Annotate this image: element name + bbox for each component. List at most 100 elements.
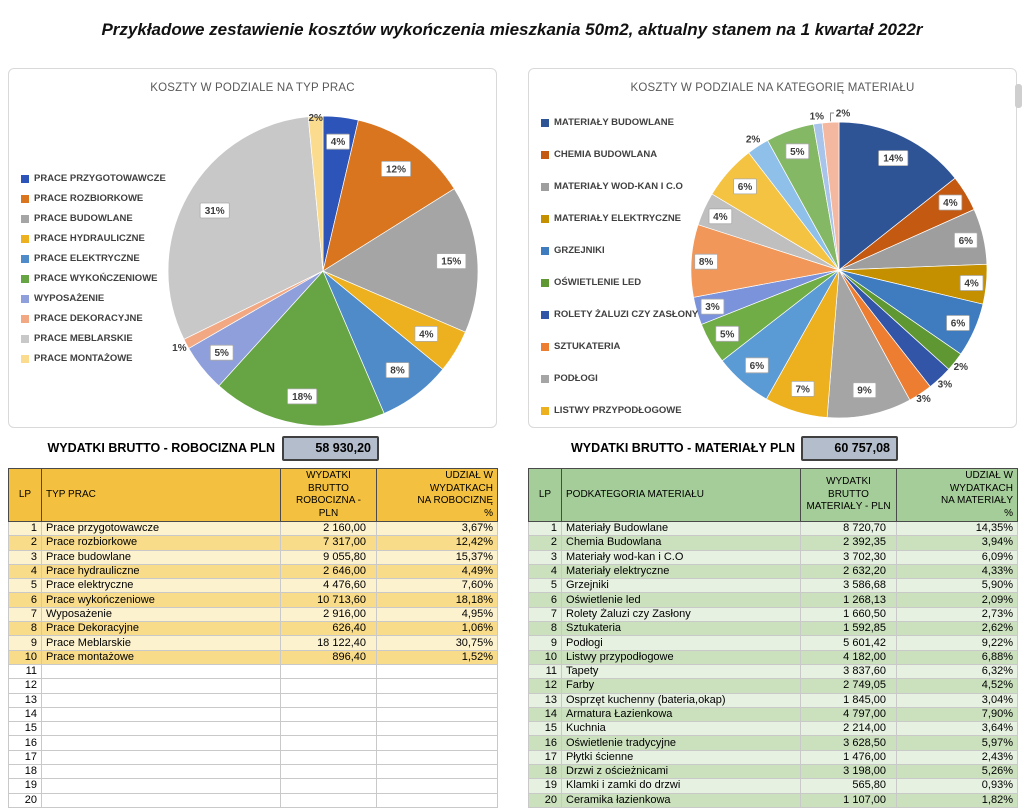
table-cell[interactable]: 1,82% [896, 792, 1018, 808]
table-cell[interactable]: 13 [8, 692, 42, 708]
table-cell[interactable]: 3 702,30 [800, 549, 897, 565]
table-cell[interactable]: 18,18% [376, 592, 498, 608]
table-cell[interactable]: Wyposażenie [41, 606, 281, 623]
table-cell[interactable] [280, 721, 377, 737]
table-cell[interactable]: Ceramika łazienkowa [561, 792, 801, 808]
table-cell[interactable]: Podłogi [561, 635, 801, 651]
table-cell[interactable]: Kuchnia [561, 721, 801, 737]
table-cell[interactable]: 4,95% [376, 606, 498, 623]
legend-item[interactable]: LISTWY PRZYPODŁOGOWE [541, 405, 698, 416]
table-cell[interactable]: 20 [8, 792, 42, 808]
table-cell[interactable] [41, 706, 281, 723]
table-cell[interactable] [41, 721, 281, 737]
table-cell[interactable]: 6,32% [896, 663, 1018, 680]
table-cell[interactable]: Prace budowlane [41, 549, 281, 565]
table-cell[interactable]: 0,93% [896, 778, 1018, 794]
vertical-scrollbar-thumb[interactable] [1015, 84, 1022, 108]
table-cell[interactable]: 2 160,00 [280, 520, 377, 537]
table-cell[interactable]: 7 317,00 [280, 535, 377, 551]
table-cell[interactable]: 1 [528, 520, 562, 537]
table-cell[interactable]: 8 [8, 621, 42, 637]
table-cell[interactable]: 19 [528, 778, 562, 794]
table-cell[interactable]: Materiały wod-kan i C.O [561, 549, 801, 565]
table-cell[interactable]: 1 107,00 [800, 792, 897, 808]
table-cell[interactable]: 1 476,00 [800, 749, 897, 766]
materials-total-value[interactable]: 60 757,08 [801, 436, 898, 461]
table-cell[interactable] [41, 735, 281, 751]
table-cell[interactable]: Prace przygotowawcze [41, 520, 281, 537]
table-cell[interactable]: 4,49% [376, 563, 498, 580]
table-cell[interactable]: Tapety [561, 663, 801, 680]
table-cell[interactable]: Prace rozbiorkowe [41, 535, 281, 551]
table-cell[interactable]: 11 [8, 663, 42, 680]
pie-slice-9[interactable] [307, 115, 324, 272]
table-cell[interactable]: 14,35% [896, 520, 1018, 537]
table-cell[interactable]: 10 713,60 [280, 592, 377, 608]
table-cell[interactable]: 17 [528, 749, 562, 766]
table-cell[interactable]: 17 [8, 749, 42, 766]
table-cell[interactable] [280, 749, 377, 766]
table-cell[interactable] [41, 663, 281, 680]
table-cell[interactable]: 10 [528, 649, 562, 665]
table-cell[interactable] [41, 764, 281, 780]
legend-item[interactable]: PRACE WYKOŃCZENIOWE [21, 273, 166, 284]
table-cell[interactable]: 13 [528, 692, 562, 708]
table-cell[interactable]: 9 [8, 635, 42, 651]
table-cell[interactable]: 11 [528, 663, 562, 680]
table-cell[interactable]: 2 [528, 535, 562, 551]
table-cell[interactable] [376, 792, 498, 808]
table-cell[interactable]: 18 [8, 764, 42, 780]
table-cell[interactable] [376, 721, 498, 737]
table-cell[interactable]: 2,62% [896, 621, 1018, 637]
table-cell[interactable]: 4 476,60 [280, 578, 377, 594]
table-cell[interactable]: 8 [528, 621, 562, 637]
legend-item[interactable]: MATERIAŁY ELEKTRYCZNE [541, 213, 698, 224]
pie-slice-8[interactable] [826, 268, 911, 419]
table-cell[interactable]: 565,80 [800, 778, 897, 794]
legend-item[interactable]: PODŁOGI [541, 373, 698, 384]
table-cell[interactable]: 6,88% [896, 649, 1018, 665]
table-cell[interactable]: 3 628,50 [800, 735, 897, 751]
legend-item[interactable]: PRACE ROZBIORKOWE [21, 193, 166, 204]
table-cell[interactable]: 1,06% [376, 621, 498, 637]
table-cell[interactable]: 7,60% [376, 578, 498, 594]
table-cell[interactable]: Chemia Budowlana [561, 535, 801, 551]
table-cell[interactable]: 14 [528, 706, 562, 723]
table-cell[interactable]: 4,52% [896, 678, 1018, 694]
pie-slice-19[interactable] [821, 121, 840, 271]
table-cell[interactable]: Prace Meblarskie [41, 635, 281, 651]
table-cell[interactable]: 4 [528, 563, 562, 580]
table-cell[interactable]: 6 [528, 592, 562, 608]
table-cell[interactable]: 2 646,00 [280, 563, 377, 580]
table-cell[interactable]: 2,43% [896, 749, 1018, 766]
table-cell[interactable]: 5,26% [896, 764, 1018, 780]
table-cell[interactable]: 1 268,13 [800, 592, 897, 608]
table-cell[interactable]: 3 837,60 [800, 663, 897, 680]
legend-item[interactable]: PRACE PRZYGOTOWAWCZE [21, 173, 166, 184]
table-cell[interactable]: Klamki i zamki do drzwi [561, 778, 801, 794]
legend-item[interactable]: PRACE DEKORACYJNE [21, 313, 166, 324]
table-cell[interactable]: Prace elektryczne [41, 578, 281, 594]
table-cell[interactable] [41, 678, 281, 694]
table-cell[interactable]: 2,73% [896, 606, 1018, 623]
table-cell[interactable]: 4 797,00 [800, 706, 897, 723]
table-cell[interactable]: 3,67% [376, 520, 498, 537]
table-cell[interactable]: 626,40 [280, 621, 377, 637]
table-cell[interactable]: Sztukateria [561, 621, 801, 637]
legend-item[interactable]: MATERIAŁY BUDOWLANE [541, 117, 698, 128]
table-cell[interactable] [376, 663, 498, 680]
table-cell[interactable]: 19 [8, 778, 42, 794]
table-cell[interactable]: Prace Dekoracyjne [41, 621, 281, 637]
table-cell[interactable] [280, 764, 377, 780]
table-cell[interactable]: 9 [528, 635, 562, 651]
table-cell[interactable]: 2 214,00 [800, 721, 897, 737]
table-cell[interactable]: 5 601,42 [800, 635, 897, 651]
table-cell[interactable] [41, 749, 281, 766]
table-cell[interactable]: 3,04% [896, 692, 1018, 708]
legend-item[interactable]: ROLETY ŻALUZI CZY ZASŁONY [541, 309, 698, 320]
table-cell[interactable] [376, 678, 498, 694]
table-cell[interactable]: 6,09% [896, 549, 1018, 565]
table-cell[interactable]: Grzejniki [561, 578, 801, 594]
table-cell[interactable]: Rolety Żaluzi czy Zasłony [561, 606, 801, 623]
table-cell[interactable] [280, 792, 377, 808]
